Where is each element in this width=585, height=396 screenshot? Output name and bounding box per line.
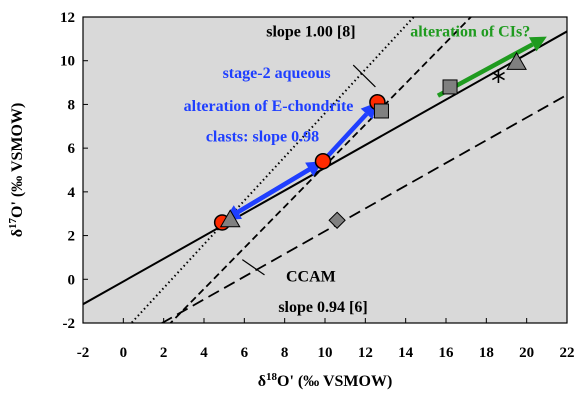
x-tick-label: 22 (560, 345, 575, 361)
pointer-lines (241, 64, 376, 276)
annotation-label: alteration of E-chondrite (184, 98, 354, 115)
square-marker (442, 79, 458, 95)
arrow-shaft (321, 112, 369, 163)
x-tick-label: 14 (398, 345, 414, 361)
diamond-marker (328, 211, 346, 229)
x-tick-label: 4 (200, 345, 208, 361)
x-tick-label: -2 (77, 345, 90, 361)
y-tick-label: 8 (68, 97, 76, 113)
annotation-label: stage-2 aqueous (223, 65, 331, 82)
x-tick-label: 0 (120, 345, 128, 361)
annotation-label: slope 0.94 [6] (278, 299, 367, 316)
x-tick-label: 10 (318, 345, 333, 361)
y-tick-label: 4 (68, 185, 76, 201)
x-tick-label: 18 (479, 345, 494, 361)
y-tick-label: 10 (60, 54, 75, 70)
annotation-label: CCAM (286, 268, 336, 285)
y-axis-label: δ17O' (‰ VSMOW) (7, 103, 26, 238)
y-tick-label: -2 (63, 316, 76, 332)
square-marker (373, 103, 389, 119)
star-stroke (491, 71, 505, 81)
pointer-line (241, 259, 265, 276)
x-tick-label: 2 (160, 345, 168, 361)
annotation-label: alteration of CIs? (410, 24, 530, 41)
x-tick-label: 16 (439, 345, 455, 361)
x-tick-label: 12 (358, 345, 373, 361)
annotation-label: slope 1.00 [8] (266, 24, 355, 41)
annotation-label: clasts: slope 0.98 (206, 129, 319, 146)
x-tick-label: 8 (281, 345, 289, 361)
arrow-shaft (223, 167, 311, 223)
circle-marker (314, 153, 332, 170)
x-tick-label: 6 (241, 345, 249, 361)
reference-line-dotted (130, 17, 416, 323)
y-tick-label: 0 (68, 272, 76, 288)
y-tick-label: 6 (68, 141, 76, 157)
triangle-marker (219, 209, 241, 228)
data-markers (213, 51, 527, 231)
y-axis-ticks: -2 0 2 4 6 8 10 12 (60, 10, 88, 332)
star-marker (491, 69, 505, 84)
x-axis-ticks: -2 0 2 4 6 8 10 12 14 16 18 20 22 (77, 318, 575, 361)
y-tick-label: 12 (60, 10, 75, 26)
triangle-marker (506, 51, 527, 70)
pointer-line (352, 64, 376, 88)
y-tick-label: 2 (68, 229, 76, 245)
annotations: slope 1.00 [8] alteration of CIs? stage-2 … (184, 24, 531, 316)
arrow-head (528, 36, 547, 52)
x-axis-label: δ18O' (‰ VSMOW) (258, 371, 393, 390)
x-tick-label: 20 (519, 345, 534, 361)
